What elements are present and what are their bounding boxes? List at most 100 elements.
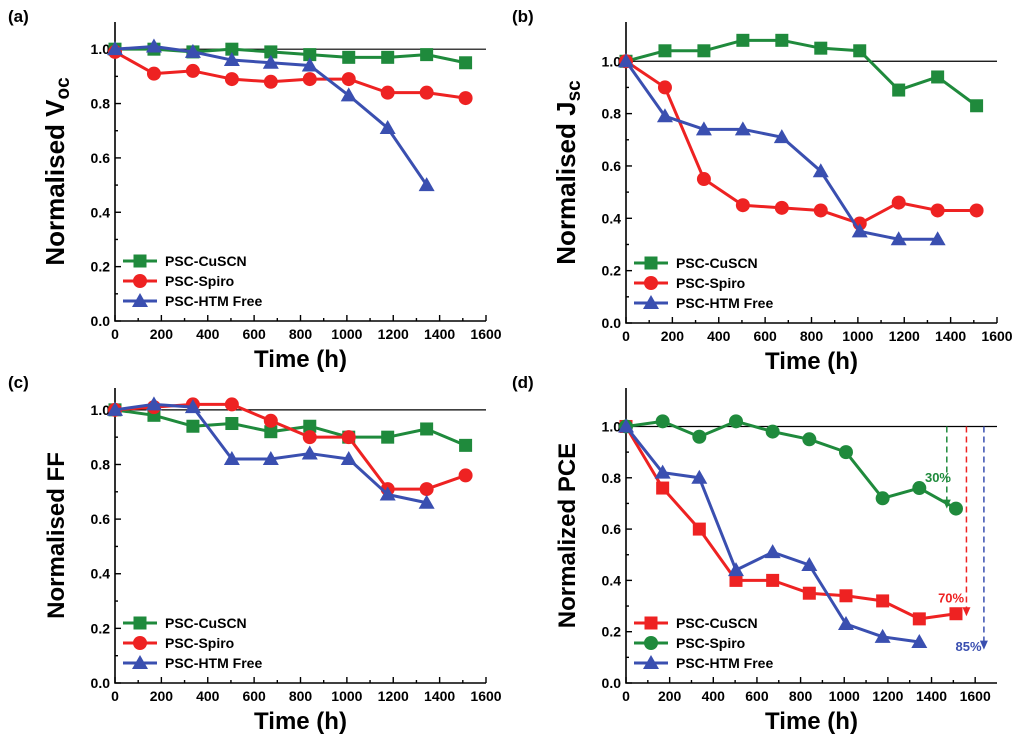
y-tick-label: 0.6 xyxy=(91,511,111,527)
data-point xyxy=(764,544,781,559)
y-axis-title-main: Normalized PCE xyxy=(554,443,581,628)
x-tick-label: 0 xyxy=(111,688,119,704)
annotation-label: 30% xyxy=(925,470,951,485)
legend-label: PSC-CuSCN xyxy=(165,253,247,269)
data-point xyxy=(224,72,239,87)
data-point xyxy=(459,438,473,452)
x-tick-label: 600 xyxy=(242,326,266,342)
x-tick-label: 1200 xyxy=(378,688,409,704)
y-tick-label: 1.0 xyxy=(91,402,111,418)
data-point xyxy=(727,562,744,577)
series-line xyxy=(624,425,957,621)
data-point xyxy=(853,44,867,58)
data-point xyxy=(380,85,395,100)
data-point xyxy=(342,50,356,64)
data-point xyxy=(695,121,712,136)
data-point xyxy=(970,99,984,113)
data-point xyxy=(892,83,906,97)
data-point xyxy=(418,494,435,509)
data-point xyxy=(765,424,780,439)
x-tick-label: 1600 xyxy=(981,328,1012,344)
y-tick-label: 0.6 xyxy=(602,521,622,537)
legend-item: PSC-HTM Free xyxy=(634,655,773,671)
data-point xyxy=(303,48,317,62)
data-point xyxy=(735,198,750,213)
legend-marker xyxy=(133,274,147,288)
legend-marker xyxy=(133,616,147,630)
y-tick-label: 0.2 xyxy=(602,263,622,279)
x-tick-label: 1000 xyxy=(842,328,873,344)
annotation-label: 70% xyxy=(938,590,964,605)
legend: PSC-CuSCN PSC-Spiro PSC-HTM Free xyxy=(634,615,773,671)
x-tick-label: 1600 xyxy=(470,326,501,342)
data-point xyxy=(184,399,201,414)
data-point xyxy=(418,177,435,192)
data-point xyxy=(145,396,162,411)
data-point xyxy=(838,445,853,460)
data-point xyxy=(691,469,708,484)
y-axis-title-main: Normalised FF xyxy=(43,452,70,619)
data-point xyxy=(930,203,945,218)
data-point xyxy=(775,33,789,47)
legend-marker xyxy=(133,254,147,268)
y-axis-title: Normalised Voc xyxy=(40,77,74,266)
legend-label: PSC-CuSCN xyxy=(165,615,247,631)
y-tick-label: 1.0 xyxy=(602,418,622,434)
legend-item: PSC-CuSCN xyxy=(123,615,247,631)
legend-item: PSC-Spiro xyxy=(634,635,745,651)
x-tick-label: 0 xyxy=(622,328,630,344)
data-point xyxy=(107,41,123,56)
series-line xyxy=(115,47,466,65)
data-point xyxy=(303,419,317,433)
legend-label: PSC-Spiro xyxy=(676,275,745,291)
x-tick-label: 0 xyxy=(111,326,119,342)
data-point xyxy=(890,231,907,246)
data-point xyxy=(801,557,818,571)
series-psc-spiro xyxy=(619,54,984,231)
series-line xyxy=(625,38,978,107)
y-axis-title: Normalised FF xyxy=(43,452,70,619)
legend-label: PSC-CuSCN xyxy=(676,615,758,631)
legend: PSC-CuSCN PSC-Spiro PSC-HTM Free xyxy=(123,253,262,309)
annotation: 85% xyxy=(956,426,988,654)
annotation: 30% xyxy=(925,426,951,509)
y-tick-label: 0.8 xyxy=(91,96,111,112)
data-point xyxy=(185,63,200,78)
data-point xyxy=(912,612,926,626)
data-point xyxy=(262,54,279,69)
legend-marker xyxy=(643,655,659,669)
legend-item: PSC-Spiro xyxy=(123,635,234,651)
data-point xyxy=(223,52,240,67)
data-point xyxy=(264,425,278,439)
x-tick-label: 0 xyxy=(622,688,630,704)
legend-marker xyxy=(132,655,148,669)
legend-item: PSC-CuSCN xyxy=(634,255,758,271)
series-line xyxy=(114,402,467,491)
data-point xyxy=(618,53,634,68)
x-tick-label: 800 xyxy=(289,688,313,704)
data-point xyxy=(658,44,672,58)
x-tick-label: 1000 xyxy=(331,688,362,704)
x-tick-label: 200 xyxy=(150,688,174,704)
x-axis-title: Time (h) xyxy=(254,346,347,373)
y-tick-label: 0.8 xyxy=(602,106,622,122)
data-point xyxy=(301,445,318,460)
data-point xyxy=(224,397,239,412)
data-point xyxy=(458,91,473,106)
data-point xyxy=(692,522,706,536)
data-point xyxy=(225,417,239,431)
x-tick-label: 400 xyxy=(707,328,731,344)
x-axis-title: Time (h) xyxy=(254,708,347,735)
legend-label: PSC-HTM Free xyxy=(165,293,262,309)
data-point xyxy=(839,589,853,603)
chart-panel-2: (b) 0 200 400 600 800 1000 1200 1400 1600 0.0 0.2 0.… xyxy=(512,7,1013,375)
data-point xyxy=(837,616,854,630)
data-point xyxy=(223,451,240,466)
legend: PSC-CuSCN PSC-Spiro PSC-HTM Free xyxy=(123,615,262,671)
x-tick-label: 800 xyxy=(789,688,813,704)
data-point xyxy=(876,594,890,608)
data-point xyxy=(146,66,161,81)
legend-item: PSC-HTM Free xyxy=(123,293,262,309)
y-tick-label: 0.4 xyxy=(91,204,111,220)
data-point xyxy=(145,38,162,53)
